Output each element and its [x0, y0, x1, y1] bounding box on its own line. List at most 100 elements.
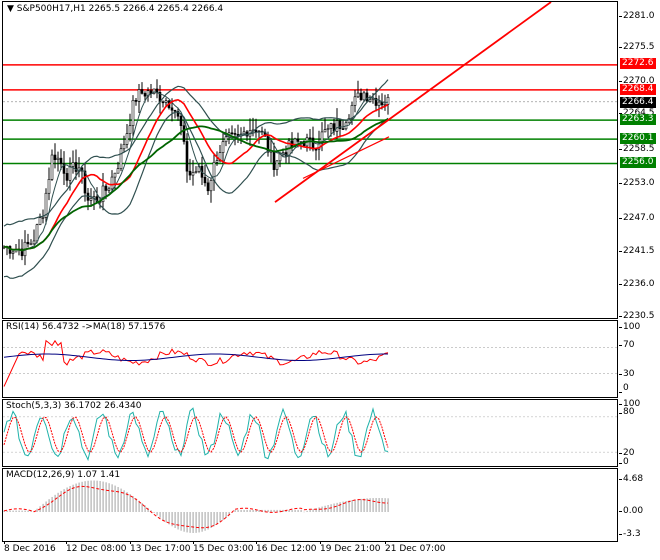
macd-histogram-bar: [144, 505, 146, 512]
macd-histogram-bar: [297, 509, 299, 512]
candle-body: [101, 185, 105, 202]
time-axis[interactable]: 8 Dec 2016 12 Dec 08:00 13 Dec 17:00 15 …: [2, 541, 618, 560]
time-label: 12 Dec 08:00: [66, 544, 127, 554]
price-tick: 2253.0: [623, 178, 655, 188]
support-level-tag: 2263.3: [620, 114, 656, 125]
candle-body: [173, 109, 177, 112]
macd-tick: 0.00: [623, 506, 644, 516]
macd-histogram-bar: [315, 508, 317, 512]
macd-histogram-bar: [108, 483, 110, 512]
collapse-triangle-icon[interactable]: ▼: [7, 4, 14, 14]
support-level-tag: 2260.1: [620, 133, 656, 144]
stochastic-panel[interactable]: Stoch(5,3,3) 36.1702 26.4340: [2, 399, 618, 467]
macd-histogram-bar: [165, 512, 167, 523]
macd-histogram-bar: [243, 509, 245, 512]
macd-histogram-bar: [219, 512, 221, 523]
candle-body: [38, 217, 42, 225]
macd-histogram-bar: [105, 482, 107, 512]
macd-histogram-bar: [210, 512, 212, 528]
candle-body: [359, 92, 363, 101]
candle-body: [68, 166, 72, 181]
price-tick: 2247.0: [623, 213, 655, 223]
macd-histogram-bar: [300, 509, 302, 512]
macd-histogram-bar: [216, 512, 218, 525]
macd-histogram-bar: [84, 481, 86, 512]
candle-body: [296, 138, 300, 142]
candle-body: [341, 128, 345, 130]
macd-scale: 4.68 0.00 -3.3: [619, 468, 660, 542]
macd-histogram-bar: [120, 488, 122, 512]
macd-histogram-bar: [354, 499, 356, 512]
macd-histogram-bar: [327, 505, 329, 512]
candle-body: [185, 141, 189, 172]
macd-histogram-bar: [183, 512, 185, 532]
candle-body: [80, 167, 84, 172]
candle-body: [113, 172, 117, 178]
rsi-tick: 0: [623, 383, 629, 393]
rsi-tick: 100: [623, 322, 641, 332]
macd-histogram-bar: [18, 510, 20, 512]
candle-body: [314, 148, 318, 151]
chart-title: ▼ S&P500H17,H1 2265.5 2266.4 2265.4 2266…: [7, 4, 223, 14]
rsi-tick: 30: [623, 369, 635, 379]
macd-histogram-bar: [255, 509, 257, 512]
macd-histogram-bar: [15, 510, 17, 512]
candle-body: [50, 154, 54, 180]
macd-histogram-bar: [87, 480, 89, 512]
candle-body: [143, 93, 147, 97]
candle-body: [179, 115, 183, 126]
rsi-panel[interactable]: RSI(14) 56.4732 ->MA(18) 57.1576: [2, 320, 618, 398]
candle-body: [254, 129, 258, 133]
current-price-tag: 2266.4: [620, 97, 656, 108]
candle-body: [365, 92, 369, 102]
resistance-level-tag: 2268.4: [620, 84, 656, 95]
macd-histogram-bar: [123, 490, 125, 512]
support-level-tag: 2256.0: [620, 157, 656, 168]
candle-body: [65, 173, 69, 181]
macd-histogram-bar: [189, 512, 191, 533]
price-chart-panel[interactable]: ▼ S&P500H17,H1 2265.5 2266.4 2265.4 2266…: [2, 1, 618, 319]
macd-histogram-bar: [150, 510, 152, 512]
macd-histogram-bar: [24, 510, 26, 512]
price-tick: 2275.5: [623, 42, 655, 52]
price-scale[interactable]: 2281.0 2275.5 2270.0 2264.5 2258.5 2253.…: [619, 1, 660, 321]
macd-histogram-bar: [342, 501, 344, 512]
macd-histogram-bar: [192, 512, 194, 533]
candle-body: [308, 137, 312, 140]
macd-histogram-bar: [195, 512, 197, 533]
macd-histogram-bar: [288, 509, 290, 512]
stoch-tick: 100: [623, 399, 641, 409]
stoch-signal-line: [3, 416, 389, 453]
ohlc-readout: 2265.5 2266.4 2265.4 2266.4: [88, 4, 224, 14]
macd-histogram-bar: [93, 480, 95, 512]
candle-body: [191, 172, 195, 176]
macd-histogram-bar: [129, 494, 131, 512]
macd-histogram-bar: [366, 498, 368, 512]
macd-histogram-bar: [12, 510, 14, 512]
stochastic-title: Stoch(5,3,3) 36.1702 26.4340: [6, 401, 142, 411]
candle-body: [230, 132, 234, 135]
macd-histogram-bar: [159, 512, 161, 518]
rsi-tick: 70: [623, 340, 635, 350]
macd-histogram-bar: [312, 509, 314, 512]
fast-ma-line: [3, 91, 389, 252]
candle-body: [20, 248, 24, 257]
macd-histogram-bar: [387, 498, 389, 512]
candle-body: [188, 170, 192, 176]
macd-histogram-bar: [177, 512, 179, 530]
macd-histogram-bar: [78, 482, 80, 512]
upper-band-line: [3, 79, 389, 227]
macd-histogram-bar: [339, 502, 341, 512]
candle-body: [140, 89, 144, 94]
candle-body: [170, 107, 174, 111]
candle-body: [320, 131, 324, 144]
macd-histogram-bar: [267, 509, 269, 512]
candle-body: [35, 224, 39, 242]
macd-histogram-bar: [384, 498, 386, 512]
candle-body: [104, 185, 108, 191]
price-tick: 2264.5: [623, 108, 655, 118]
candle-body: [386, 97, 390, 105]
macd-histogram-bar: [60, 490, 62, 512]
macd-histogram-bar: [174, 512, 176, 528]
macd-panel[interactable]: MACD(12,26,9) 1.07 1.41: [2, 468, 618, 542]
